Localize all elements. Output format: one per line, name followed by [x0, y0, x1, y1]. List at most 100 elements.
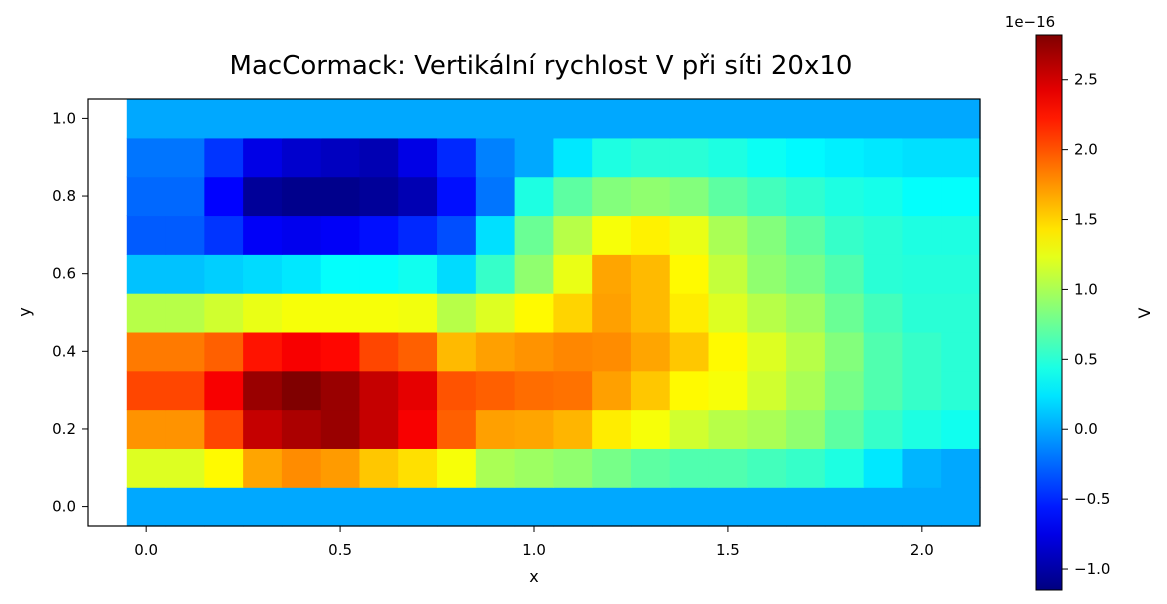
x-axis-label: x — [529, 567, 538, 586]
heatmap-cell — [902, 370, 942, 411]
heatmap-cell — [669, 254, 710, 294]
heatmap-cell — [902, 331, 942, 372]
colorbar-gradient — [1035, 34, 1063, 591]
heatmap-cell — [553, 370, 593, 411]
y-tick-label: 0.0 — [52, 498, 76, 516]
heatmap-cell — [553, 176, 593, 217]
heatmap-cell — [126, 215, 167, 255]
heatmap-cell — [437, 409, 477, 449]
heatmap-cell — [514, 409, 554, 449]
colorbar: −1.0 −0.5 0.0 0.5 1.0 1.5 2.0 2.5 — [1035, 34, 1110, 591]
heatmap-cell — [437, 331, 477, 372]
heatmap-cell — [437, 254, 477, 294]
heatmap-cell — [630, 448, 671, 488]
heatmap-cell — [398, 254, 438, 294]
heatmap-cell — [398, 487, 438, 527]
heatmap-cell — [281, 176, 322, 217]
heatmap-cell — [786, 215, 826, 255]
heatmap-cell — [398, 370, 438, 411]
heatmap-cell — [824, 137, 865, 178]
heatmap-cell — [902, 448, 942, 488]
heatmap-cell — [126, 137, 167, 178]
heatmap-cell — [243, 409, 283, 449]
heatmap-cell — [941, 137, 981, 178]
heatmap-cell — [553, 99, 593, 139]
heatmap-cell — [708, 293, 748, 333]
heatmap-cell — [514, 99, 554, 139]
heatmap-cell — [243, 448, 283, 488]
heatmap-cell — [669, 370, 710, 411]
heatmap-cell — [669, 331, 710, 372]
heatmap-cell — [824, 254, 865, 294]
heatmap-cell — [941, 409, 981, 449]
heatmap-cell — [126, 448, 167, 488]
heatmap-cell — [747, 254, 787, 294]
heatmap-cell — [514, 487, 554, 527]
heatmap-cell — [630, 293, 671, 333]
heatmap-cell — [398, 409, 438, 449]
colorbar-tick-label: 2.5 — [1074, 71, 1098, 89]
heatmap-cell — [708, 176, 748, 217]
heatmap-cell — [165, 293, 205, 333]
heatmap-cell — [243, 176, 283, 217]
heatmap-cell — [165, 448, 205, 488]
heatmap-cell — [630, 370, 671, 411]
heatmap-cell — [398, 99, 438, 139]
heatmap-cell — [863, 215, 904, 255]
heatmap-cell — [747, 215, 787, 255]
heatmap-cell — [126, 293, 167, 333]
heatmap-cell — [747, 331, 787, 372]
heatmap-cell — [747, 99, 787, 139]
colorbar-tick-label: 0.5 — [1074, 350, 1098, 368]
heatmap-cell — [553, 331, 593, 372]
heatmap-cell — [320, 254, 361, 294]
heatmap-cell — [863, 409, 904, 449]
heatmap-cell — [281, 99, 322, 139]
heatmap-cell — [320, 331, 361, 372]
heatmap-cell — [708, 409, 748, 449]
heatmap-cell — [863, 370, 904, 411]
heatmap-cell — [553, 137, 593, 178]
colorbar-label: V — [1135, 307, 1154, 318]
heatmap-cell — [708, 215, 748, 255]
heatmap-cell — [669, 293, 710, 333]
heatmap-cell — [863, 99, 904, 139]
heatmap-cell — [708, 487, 748, 527]
heatmap-cell — [669, 409, 710, 449]
heatmap-cell — [630, 99, 671, 139]
heatmap-cell — [514, 293, 554, 333]
heatmap-cell — [320, 176, 361, 217]
heatmap-cell — [902, 215, 942, 255]
heatmap-cell — [786, 176, 826, 217]
heatmap-cell — [398, 448, 438, 488]
heatmap-cell — [708, 370, 748, 411]
heatmap-cell — [320, 293, 361, 333]
heatmap-cell — [941, 331, 981, 372]
heatmap-cell — [475, 254, 516, 294]
heatmap-cell — [863, 137, 904, 178]
heatmap-cell — [359, 370, 399, 411]
heatmap-cell — [786, 254, 826, 294]
heatmap-cell — [786, 409, 826, 449]
heatmap-cell — [592, 176, 632, 217]
heatmap-cell — [630, 331, 671, 372]
heatmap-cell — [669, 137, 710, 178]
heatmap-cell — [165, 487, 205, 527]
heatmap-cell — [708, 137, 748, 178]
heatmap-cell — [592, 409, 632, 449]
y-tick-label: 1.0 — [52, 109, 76, 127]
heatmap-cell — [281, 254, 322, 294]
heatmap-cell — [747, 176, 787, 217]
x-tick-label: 1.5 — [716, 541, 740, 559]
heatmap-cell — [359, 137, 399, 178]
heatmap-cell — [669, 99, 710, 139]
heatmap-cell — [941, 487, 981, 527]
heatmap-cell — [126, 370, 167, 411]
heatmap-cell — [281, 215, 322, 255]
heatmap-cell — [902, 176, 942, 217]
heatmap-cells — [126, 99, 981, 527]
heatmap-cell — [204, 409, 244, 449]
heatmap-cell — [398, 176, 438, 217]
heatmap-cell — [320, 99, 361, 139]
heatmap-cell — [204, 215, 244, 255]
